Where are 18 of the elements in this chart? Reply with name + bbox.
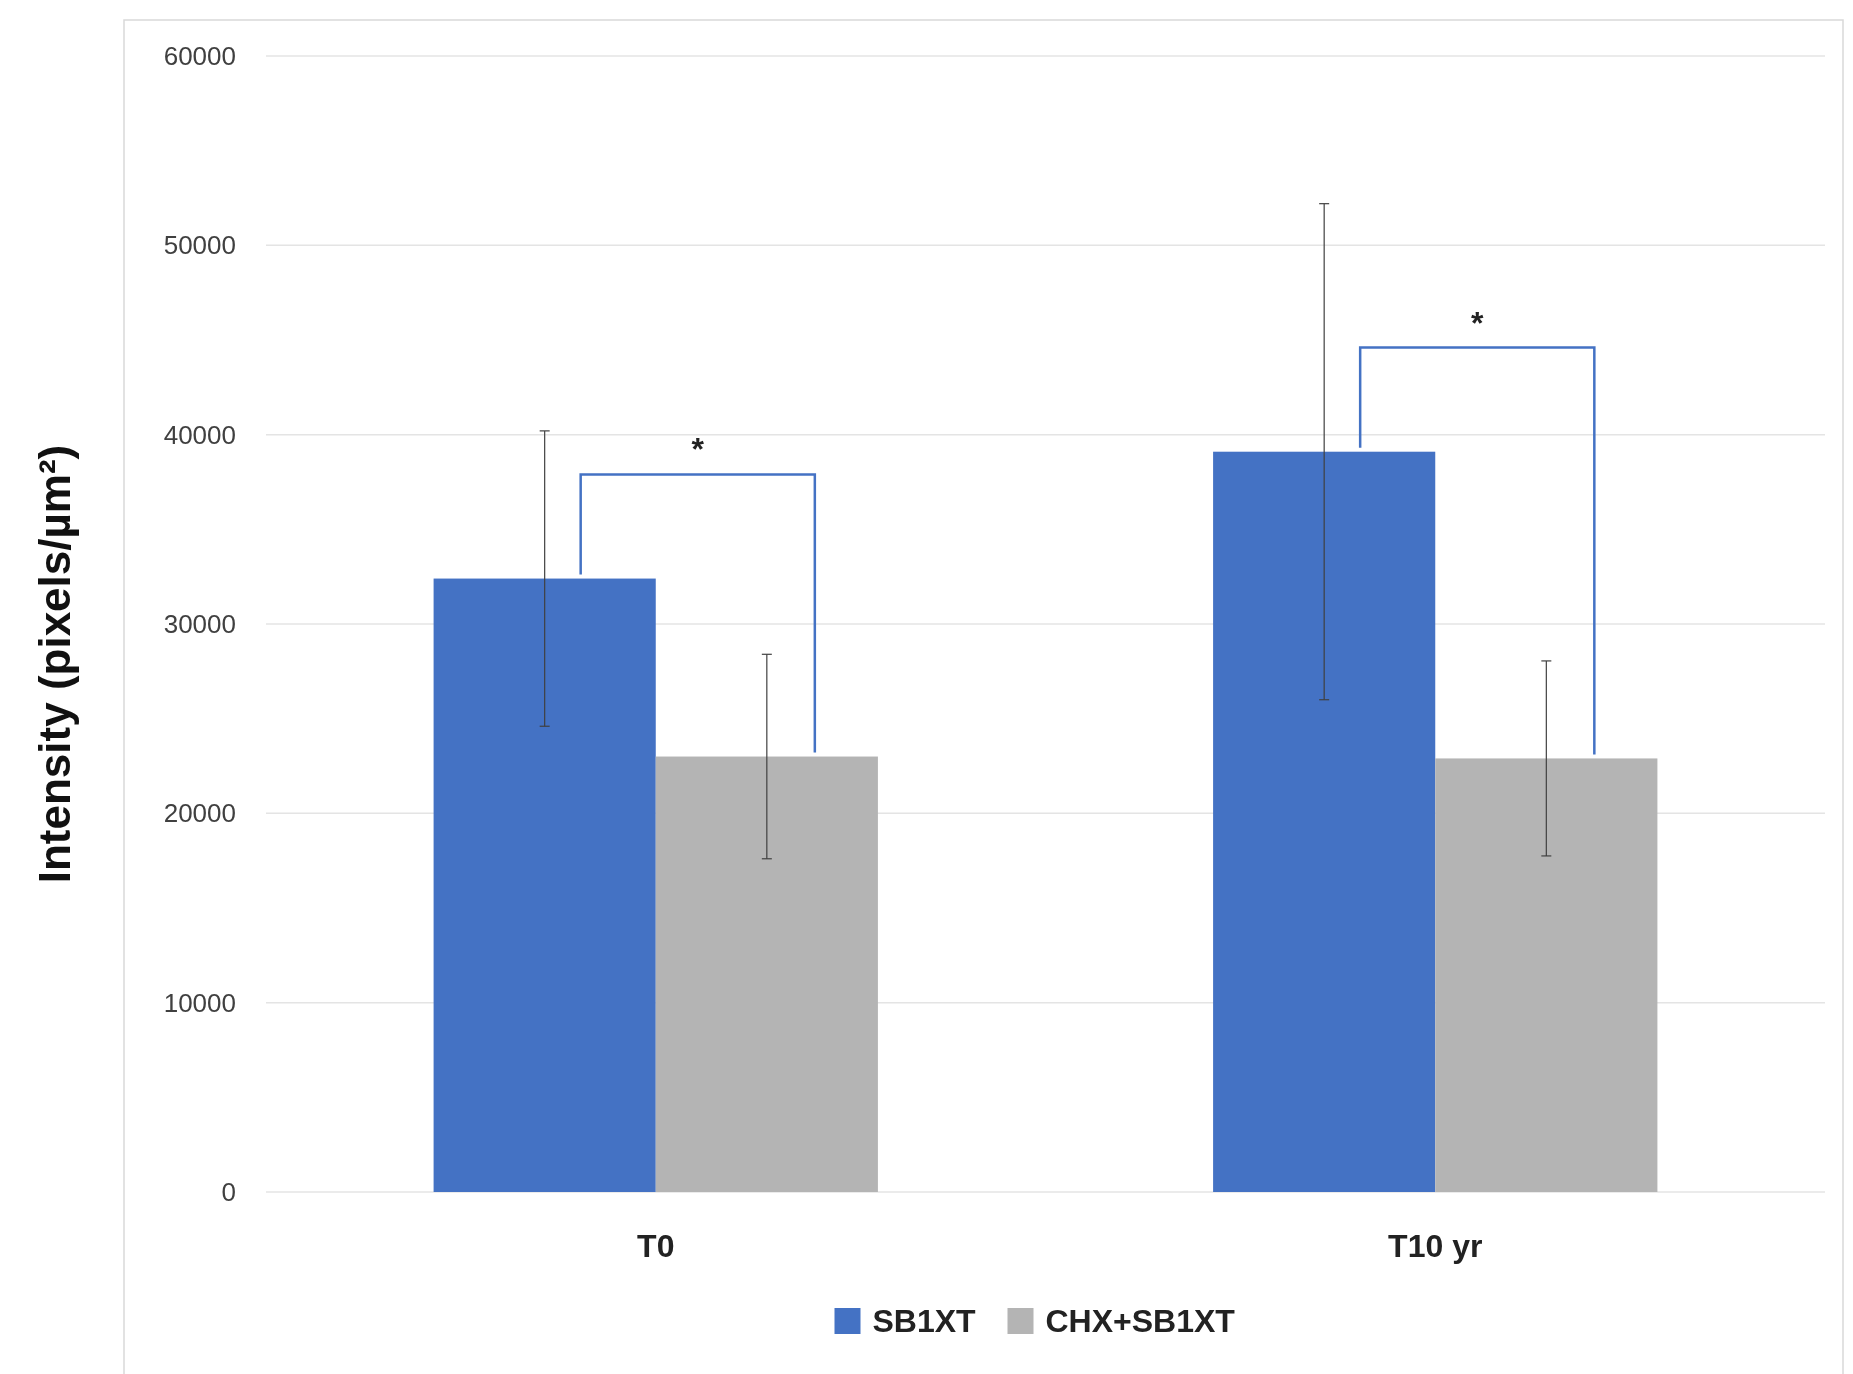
y-tick-label: 60000 <box>163 41 236 72</box>
annotation: * <box>691 431 705 468</box>
bar <box>655 756 878 1192</box>
bar <box>1435 758 1658 1192</box>
y-tick-label: 40000 <box>163 419 236 450</box>
y-tick-label: 50000 <box>163 230 236 261</box>
x-tick-label: T10 yr <box>1388 1228 1483 1264</box>
bar <box>1213 451 1436 1192</box>
y-tick-label: 20000 <box>163 798 236 829</box>
legend-label: SB1XT <box>872 1303 977 1340</box>
x-tick-label: T0 <box>637 1228 675 1264</box>
y-tick-label: 30000 <box>163 609 236 640</box>
y-axis-title: Intensity (pixels/µm²) <box>30 444 79 884</box>
bar <box>433 578 656 1192</box>
y-tick-label: 10000 <box>163 987 236 1018</box>
legend-label: CHX+SB1XT <box>1045 1303 1236 1340</box>
y-tick-label: 0 <box>221 1177 236 1208</box>
annotation: * <box>1471 304 1485 341</box>
